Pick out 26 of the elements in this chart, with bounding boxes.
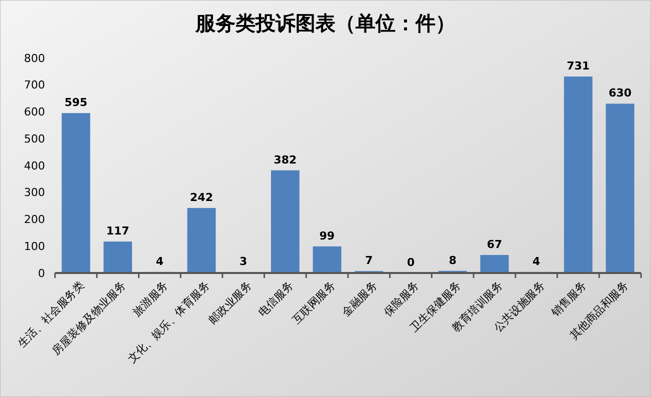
data-label: 0 [406, 256, 415, 269]
data-label: 4 [156, 254, 164, 268]
x-tick-label: 旅游服务 [130, 278, 170, 319]
y-tick-label: 500 [24, 132, 45, 146]
y-tick-label: 100 [24, 240, 45, 253]
y-tick-label: 400 [24, 159, 45, 172]
y-tick-label: 200 [24, 213, 45, 226]
data-label: 67 [486, 238, 502, 251]
y-tick-label: 0 [38, 266, 45, 280]
data-label: 99 [319, 229, 335, 242]
data-label: 4 [532, 254, 541, 268]
y-tick-label: 700 [24, 78, 45, 92]
chart-title: 服务类投诉图表（单位：件） [194, 11, 456, 35]
y-tick-label: 800 [24, 52, 45, 65]
data-label: 7 [365, 254, 373, 268]
data-label: 3 [240, 255, 248, 268]
y-tick-label: 600 [24, 106, 45, 119]
data-label: 242 [190, 190, 213, 204]
data-label: 630 [608, 86, 632, 100]
data-label: 117 [106, 224, 130, 238]
data-label: 731 [566, 60, 590, 73]
y-tick-label: 300 [24, 186, 45, 200]
data-label: 595 [64, 96, 88, 110]
x-tick-label: 金融服务 [339, 278, 380, 319]
data-label: 382 [274, 153, 297, 166]
data-label: 8 [448, 254, 456, 267]
